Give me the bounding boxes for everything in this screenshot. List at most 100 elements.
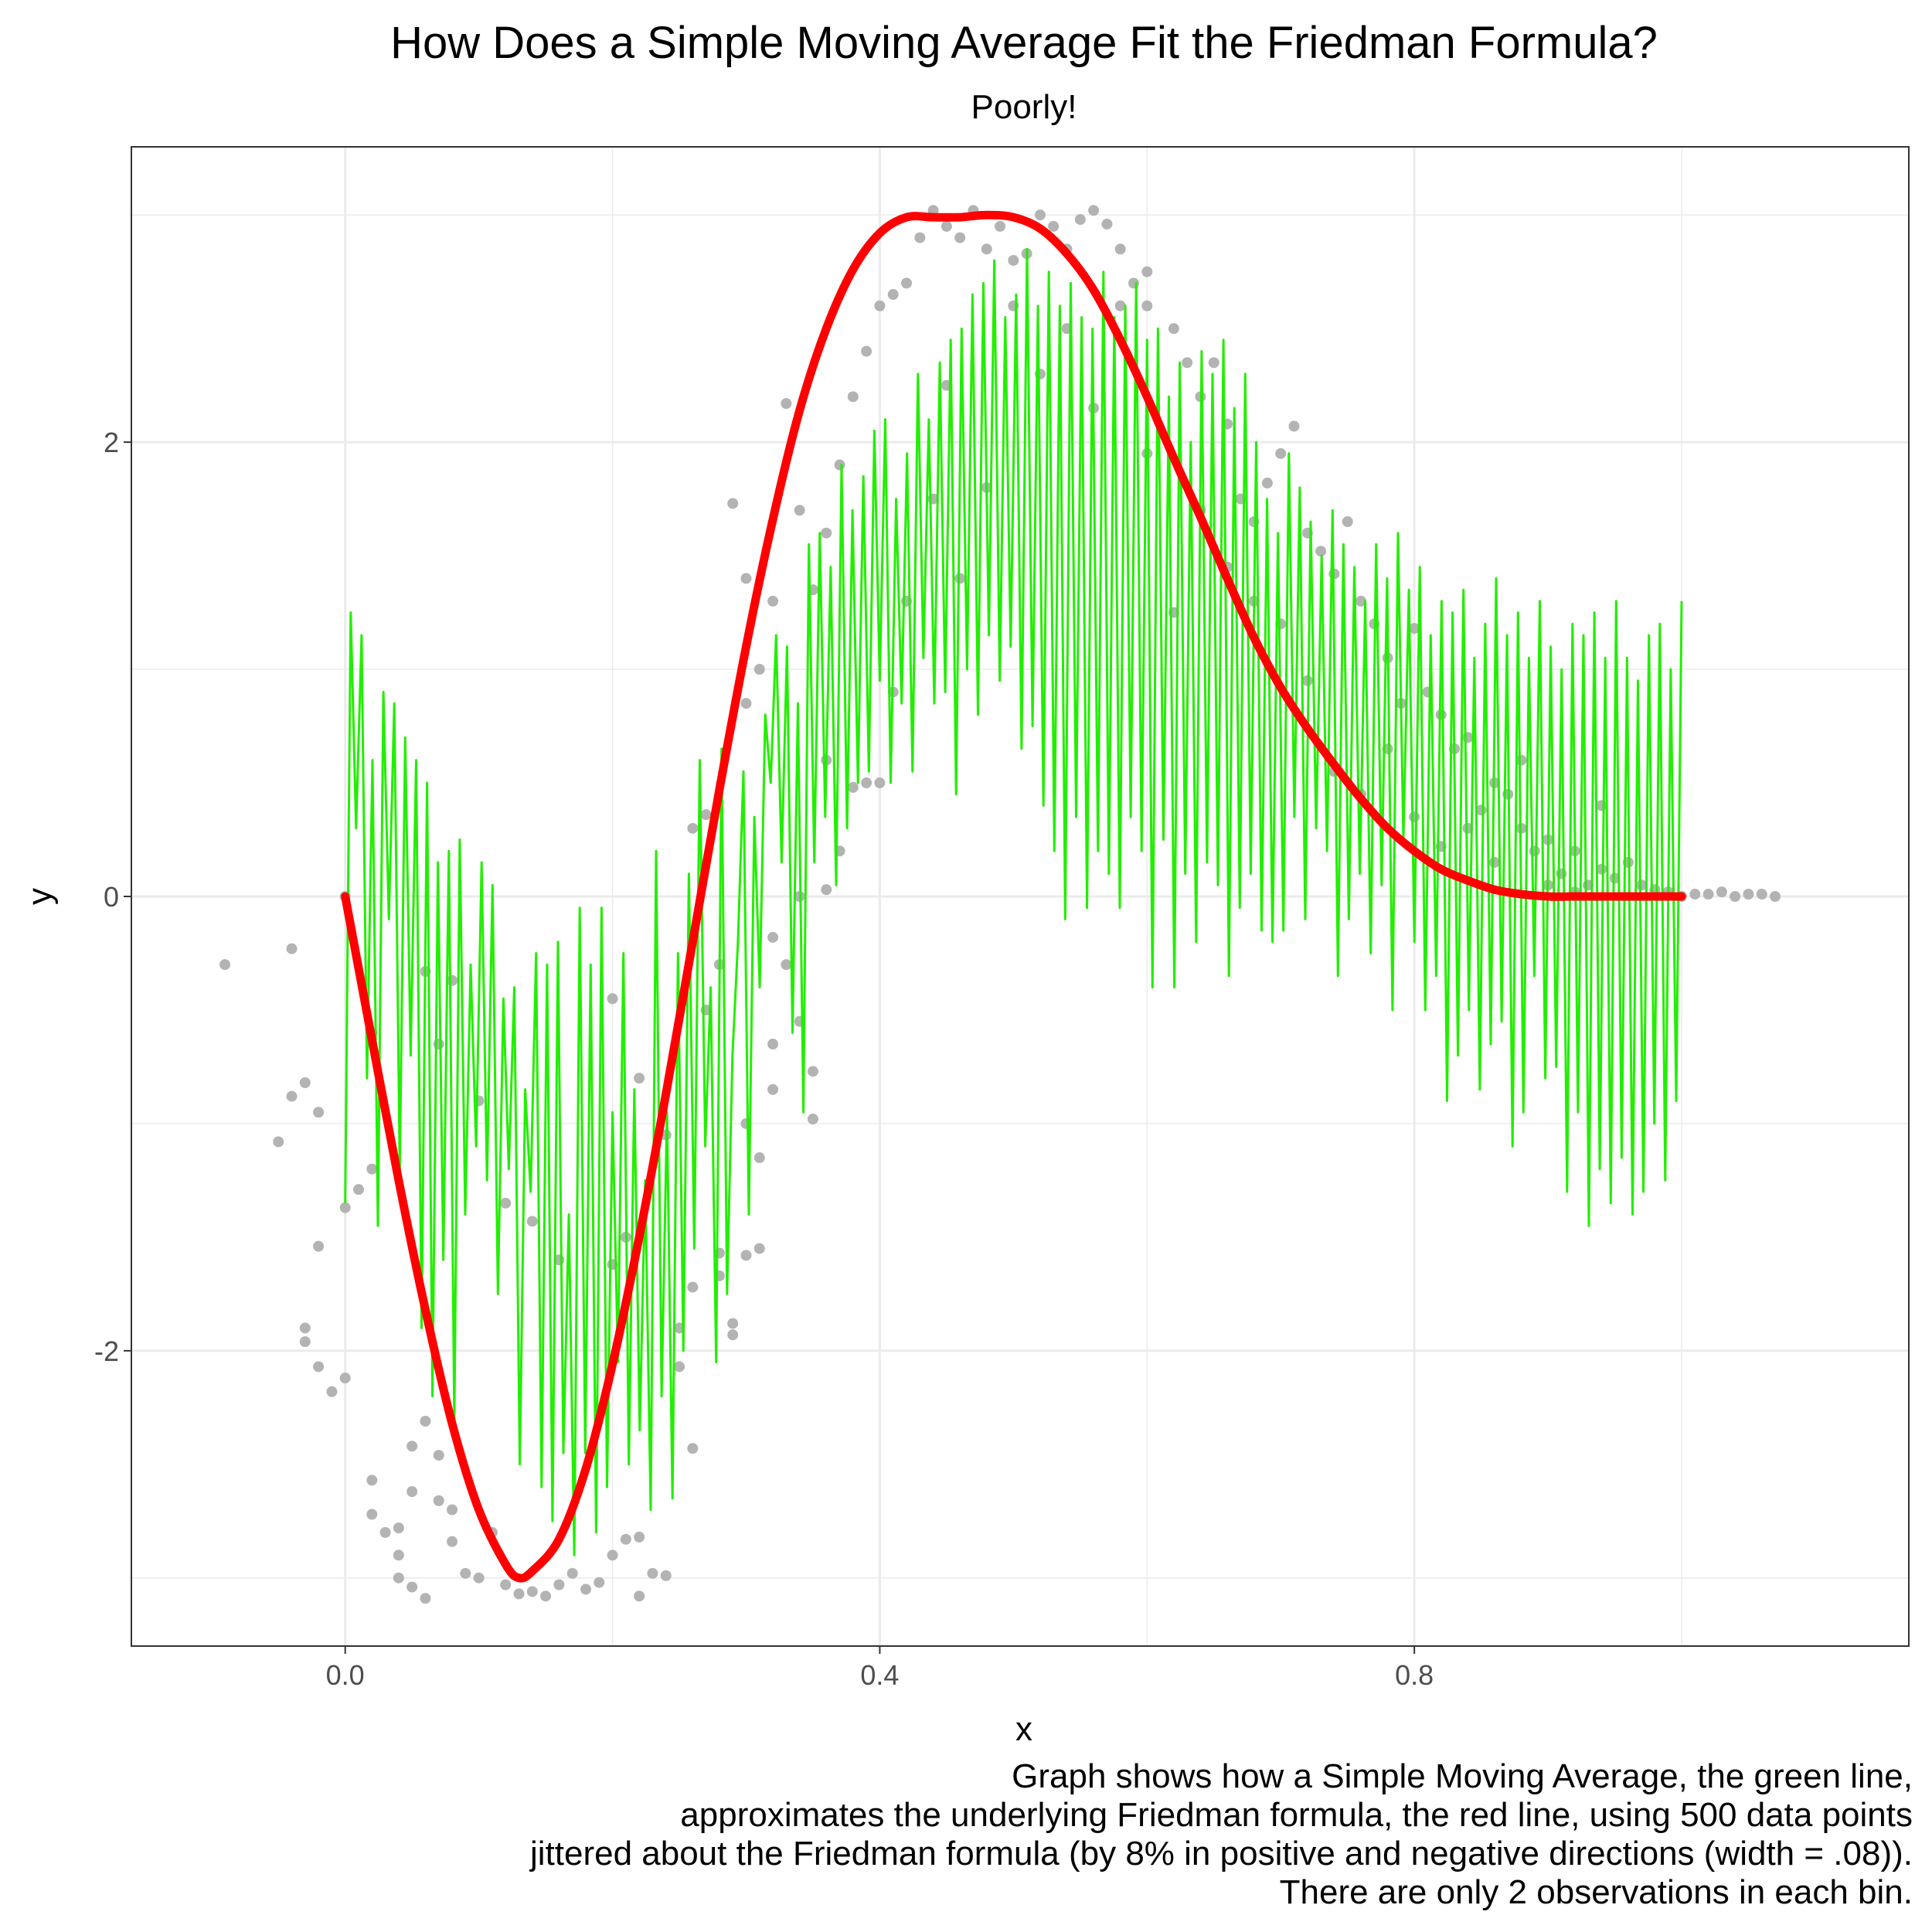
chart-title: How Does a Simple Moving Average Fit the… xyxy=(390,18,1658,68)
data-point xyxy=(1141,300,1153,311)
data-point xyxy=(700,809,712,821)
data-point xyxy=(821,527,832,539)
data-point xyxy=(674,1361,685,1372)
y-tick-label: -2 xyxy=(94,1335,119,1367)
data-point xyxy=(807,1066,818,1077)
data-point xyxy=(1048,220,1060,232)
data-point xyxy=(1261,478,1273,489)
data-point xyxy=(861,777,872,789)
data-point xyxy=(1141,266,1153,277)
data-point xyxy=(313,1107,325,1118)
data-point xyxy=(634,1073,645,1084)
data-point xyxy=(954,232,966,243)
data-point xyxy=(767,595,779,607)
chart-subtitle: Poorly! xyxy=(971,88,1077,126)
data-point xyxy=(981,243,992,255)
data-point xyxy=(1636,879,1648,891)
data-point xyxy=(1716,886,1727,898)
caption-line-2: approximates the underlying Friedman for… xyxy=(680,1796,1913,1834)
data-point xyxy=(1315,546,1327,557)
data-point xyxy=(727,1329,739,1341)
x-axis-label: x xyxy=(1015,1710,1032,1748)
data-point xyxy=(1168,323,1179,335)
data-point xyxy=(1074,214,1086,226)
data-point xyxy=(273,1136,284,1148)
data-point xyxy=(687,1443,699,1454)
data-point xyxy=(299,1322,311,1334)
data-point xyxy=(1409,811,1420,823)
data-point xyxy=(219,959,231,971)
data-point xyxy=(299,1336,311,1348)
caption-line-3: jittered about the Friedman formula (by … xyxy=(529,1835,1913,1872)
data-point xyxy=(807,1114,818,1125)
data-point xyxy=(447,975,458,986)
data-point xyxy=(1529,845,1540,857)
data-point xyxy=(500,1197,512,1209)
data-point xyxy=(1355,595,1366,607)
data-point xyxy=(767,1039,779,1050)
data-point xyxy=(1034,209,1046,221)
data-point xyxy=(406,1581,418,1593)
data-point xyxy=(794,505,805,516)
x-tick-label: 0.4 xyxy=(860,1659,899,1691)
data-point xyxy=(500,1579,512,1590)
data-point xyxy=(447,1536,458,1547)
data-point xyxy=(433,1495,444,1506)
data-point xyxy=(1743,889,1754,900)
data-point xyxy=(1689,889,1701,900)
data-point xyxy=(1101,218,1113,230)
data-point xyxy=(580,1583,591,1595)
data-point xyxy=(366,1509,378,1520)
data-point xyxy=(1114,300,1126,311)
data-point xyxy=(366,1163,378,1175)
data-point xyxy=(687,1281,699,1293)
data-point xyxy=(901,277,913,289)
data-point xyxy=(1556,868,1567,879)
data-point xyxy=(379,1527,391,1539)
data-point xyxy=(1730,891,1741,902)
data-point xyxy=(1462,732,1474,743)
data-point xyxy=(634,1590,645,1602)
data-point xyxy=(887,289,899,301)
data-point xyxy=(1208,357,1219,369)
data-point xyxy=(1488,856,1500,868)
data-point xyxy=(1702,889,1714,900)
data-point xyxy=(874,777,886,789)
data-point xyxy=(594,1577,605,1588)
x-tick-label: 0.0 xyxy=(326,1659,365,1691)
data-point xyxy=(767,931,779,943)
data-point xyxy=(687,822,699,834)
data-point xyxy=(914,232,926,243)
x-axis-ticks: 0.0 0.4 0.8 xyxy=(326,1646,1434,1691)
data-point xyxy=(1770,891,1781,902)
data-point xyxy=(740,698,752,709)
data-point xyxy=(393,1549,404,1561)
y-axis-label: y xyxy=(21,888,59,905)
data-point xyxy=(1275,447,1287,459)
data-point xyxy=(286,943,298,954)
caption: Graph shows how a Simple Moving Average,… xyxy=(529,1757,1913,1911)
data-point xyxy=(740,1250,752,1261)
data-point xyxy=(553,1579,565,1590)
data-point xyxy=(995,220,1006,232)
data-point xyxy=(460,1567,471,1579)
data-point xyxy=(339,1202,351,1213)
data-point xyxy=(1596,800,1607,811)
data-point xyxy=(607,993,618,1005)
friedman-formula-line xyxy=(341,210,1686,1583)
data-point xyxy=(339,1372,351,1384)
data-point xyxy=(393,1572,404,1583)
y-axis-ticks: -2 0 2 xyxy=(94,427,131,1367)
data-point xyxy=(874,300,886,311)
data-point xyxy=(526,1586,538,1597)
data-point xyxy=(821,884,832,896)
data-point xyxy=(607,1549,618,1561)
data-point xyxy=(753,1243,765,1254)
data-point xyxy=(620,1533,631,1545)
x-tick-label: 0.8 xyxy=(1395,1659,1434,1691)
data-point xyxy=(406,1440,418,1452)
data-point xyxy=(1275,618,1287,630)
data-point xyxy=(847,781,859,793)
data-point xyxy=(406,1486,418,1498)
